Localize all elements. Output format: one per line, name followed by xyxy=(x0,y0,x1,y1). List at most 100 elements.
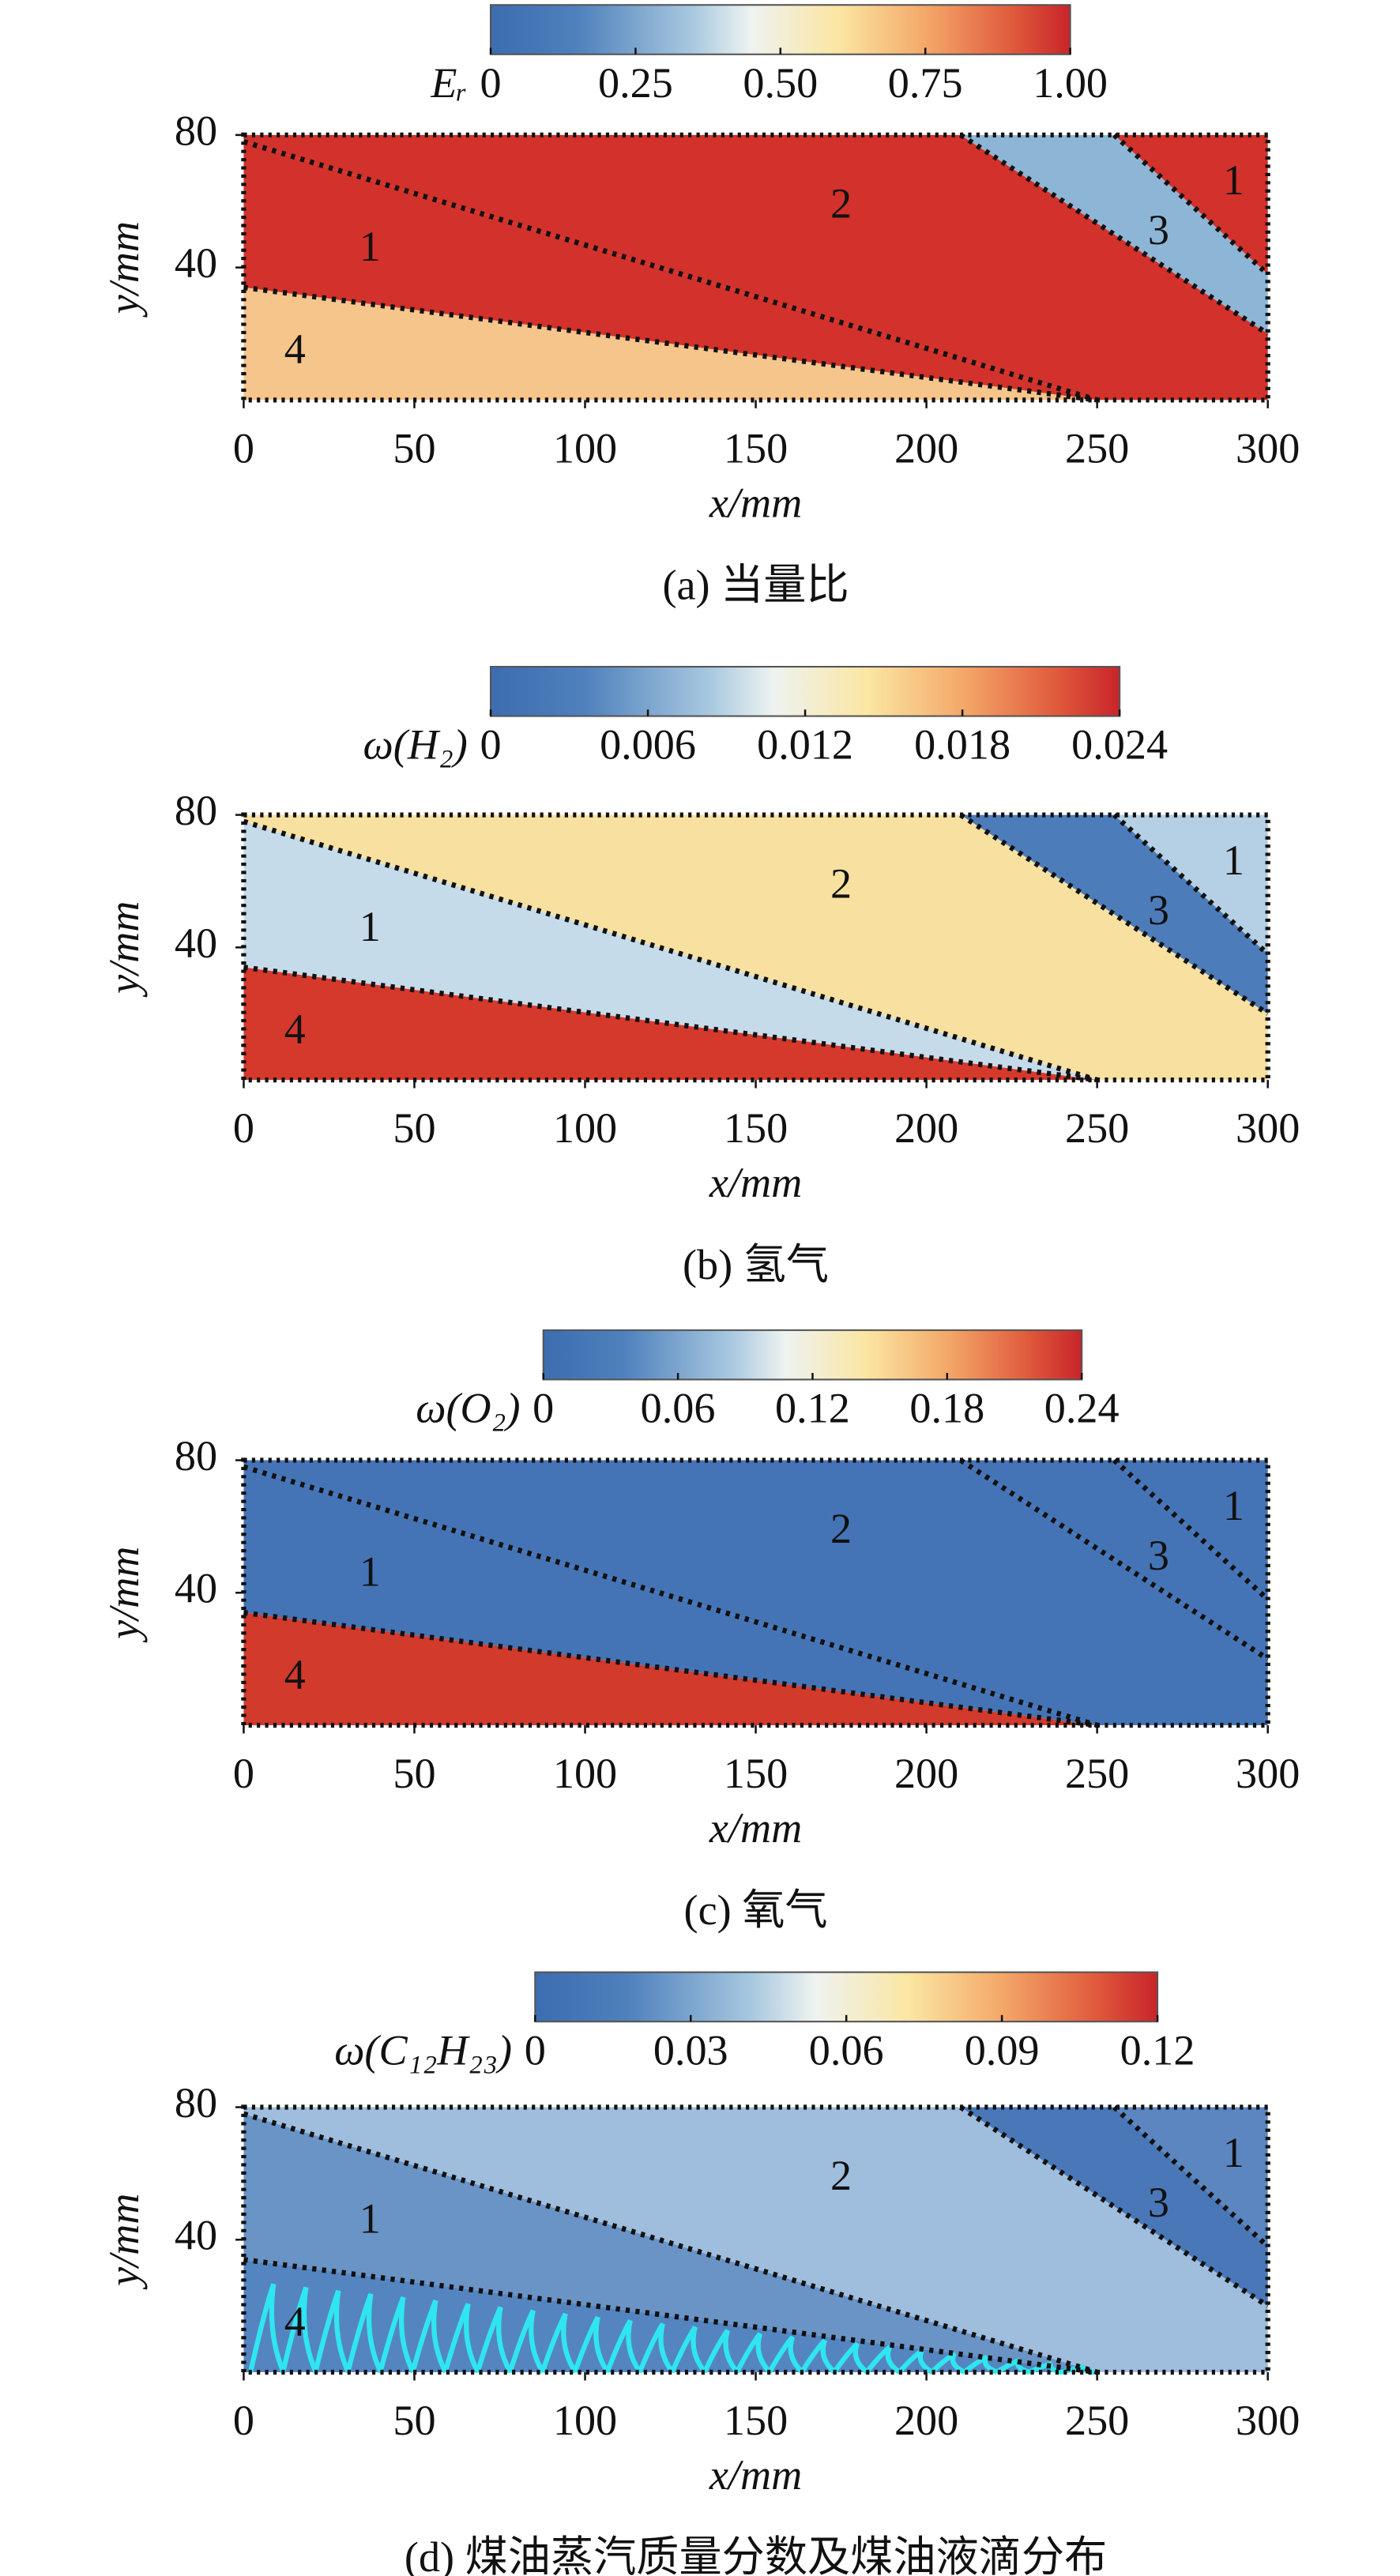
x-axis-label: x/mm xyxy=(709,479,802,526)
y-tick-label: 80 xyxy=(175,2079,217,2127)
region-label: 3 xyxy=(1148,206,1169,254)
region-label: 4 xyxy=(284,1006,306,1053)
colorbar-tick-label: 0 xyxy=(525,2026,546,2074)
region-boundary xyxy=(958,812,1270,1017)
droplets xyxy=(1027,2361,1063,2375)
region-boundary xyxy=(958,1457,1270,1661)
x-tick-label: 100 xyxy=(553,425,617,472)
field-region xyxy=(243,814,1268,1081)
x-tick-label: 50 xyxy=(393,1104,435,1152)
region-boundary xyxy=(958,133,1270,337)
region-boundary xyxy=(243,2111,1098,2375)
region-boundary xyxy=(243,1464,1098,1728)
colorbar-tick-label: 0.18 xyxy=(909,1385,984,1432)
colorbar-label: ω(O₂) xyxy=(416,1385,520,1432)
y-tick-label: 80 xyxy=(175,1432,217,1480)
droplets xyxy=(442,2303,480,2374)
region-label: 1 xyxy=(359,223,381,270)
droplets xyxy=(248,2283,286,2374)
colorbar-label: ω(C₁₂H₂₃) xyxy=(334,2026,512,2074)
region-label: 1 xyxy=(359,2195,381,2243)
caption: (d) 煤油蒸汽质量分数及煤油液滴分布 xyxy=(405,2533,1107,2576)
x-tick-label: 200 xyxy=(894,1104,958,1152)
droplets xyxy=(767,2335,804,2375)
colorbar-tick-label: 0.24 xyxy=(1044,1385,1120,1432)
x-tick-label: 150 xyxy=(724,1750,788,1797)
colorbar-tick-label: 0.50 xyxy=(743,59,818,107)
x-tick-label: 0 xyxy=(233,1750,254,1797)
droplets xyxy=(410,2300,448,2374)
region-label: 1 xyxy=(359,1548,381,1596)
droplets xyxy=(280,2286,318,2374)
colorbar-tick-label: 0.09 xyxy=(965,2026,1040,2074)
field-region xyxy=(243,287,1097,401)
y-tick-label: 40 xyxy=(175,2212,217,2259)
region-label: 2 xyxy=(830,2152,852,2199)
colorbar-tick-label: 0.024 xyxy=(1071,721,1168,769)
droplets xyxy=(735,2332,772,2375)
droplets xyxy=(475,2306,513,2374)
field-region xyxy=(243,141,1097,401)
x-tick-label: 100 xyxy=(553,2397,617,2444)
colorbar-tick-label: 0 xyxy=(480,59,501,107)
x-tick-label: 100 xyxy=(553,1750,617,1797)
x-tick-label: 250 xyxy=(1065,1104,1129,1152)
region-label: 2 xyxy=(830,1505,852,1552)
caption: (c) 氧气 xyxy=(684,1886,828,1934)
x-axis-label: x/mm xyxy=(709,1804,802,1852)
region-label: 3 xyxy=(1148,1532,1169,1579)
droplets xyxy=(313,2289,351,2374)
region-label: 1 xyxy=(359,903,381,950)
region-label: 4 xyxy=(284,2298,306,2345)
y-tick-label: 80 xyxy=(175,787,217,834)
droplets xyxy=(572,2315,610,2374)
field-region xyxy=(1114,814,1268,954)
colorbar-label: ω(H₂) xyxy=(363,721,468,769)
field-region xyxy=(243,134,1268,401)
region-boundary xyxy=(243,818,1098,1083)
region-label: 1 xyxy=(1223,156,1244,204)
x-tick-label: 300 xyxy=(1236,1104,1300,1152)
x-tick-label: 150 xyxy=(724,1104,788,1152)
region-label: 3 xyxy=(1148,886,1169,934)
colorbar-tick-label: 0 xyxy=(533,1385,554,1432)
x-axis-label: x/mm xyxy=(709,2451,802,2499)
colorbar-tick-label: 0.006 xyxy=(600,721,696,769)
colorbar-tick-label: 0.03 xyxy=(653,2026,728,2074)
droplets xyxy=(962,2354,999,2375)
region-label: 1 xyxy=(1223,837,1244,884)
droplets xyxy=(800,2338,837,2375)
y-tick-label: 40 xyxy=(175,919,217,967)
droplets xyxy=(669,2326,707,2375)
colorbar xyxy=(489,4,1071,55)
x-tick-label: 100 xyxy=(553,1104,617,1152)
colorbar-tick-label: 0.012 xyxy=(757,721,853,769)
y-axis-label: y/mm xyxy=(100,901,148,998)
region-label: 4 xyxy=(284,1651,306,1698)
region-boundary xyxy=(958,2104,1270,2308)
colorbar xyxy=(489,665,1121,717)
y-axis-label: y/mm xyxy=(100,2194,148,2290)
region-label: 3 xyxy=(1148,2179,1169,2226)
colorbar-tick-label: 1.00 xyxy=(1033,59,1108,107)
colorbar-tick-label: 0.06 xyxy=(809,2026,884,2074)
colorbar-tick-label: 0.25 xyxy=(598,59,673,107)
droplets xyxy=(604,2318,642,2374)
colorbar-tick-label: 0.12 xyxy=(775,1385,850,1432)
x-tick-label: 250 xyxy=(1065,2397,1129,2444)
x-tick-label: 0 xyxy=(233,1104,254,1152)
colorbar-tick-label: 0.06 xyxy=(641,1385,716,1432)
field-region xyxy=(243,1460,1268,1726)
droplets xyxy=(864,2345,901,2375)
droplets xyxy=(540,2312,578,2374)
droplets xyxy=(345,2292,383,2374)
x-tick-label: 150 xyxy=(724,425,788,472)
x-tick-label: 50 xyxy=(393,2397,435,2444)
x-tick-label: 250 xyxy=(1065,425,1129,472)
y-tick-label: 40 xyxy=(175,1565,217,1612)
droplets xyxy=(507,2309,545,2374)
x-tick-label: 50 xyxy=(393,1750,435,1797)
y-axis-label: y/mm xyxy=(100,221,148,318)
field-region xyxy=(960,2107,1268,2307)
